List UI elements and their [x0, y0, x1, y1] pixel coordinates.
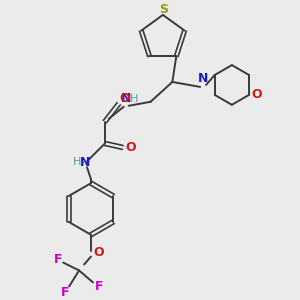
- Text: N: N: [198, 73, 208, 85]
- Text: F: F: [54, 253, 62, 266]
- Text: O: O: [119, 92, 130, 105]
- Text: F: F: [61, 286, 69, 299]
- Text: O: O: [252, 88, 262, 101]
- Text: H: H: [73, 157, 81, 167]
- Text: F: F: [95, 280, 103, 293]
- Text: S: S: [159, 3, 168, 16]
- Text: H: H: [130, 94, 138, 104]
- Text: O: O: [125, 141, 136, 154]
- Text: N: N: [80, 156, 90, 169]
- Text: O: O: [94, 246, 104, 259]
- Text: N: N: [121, 92, 131, 105]
